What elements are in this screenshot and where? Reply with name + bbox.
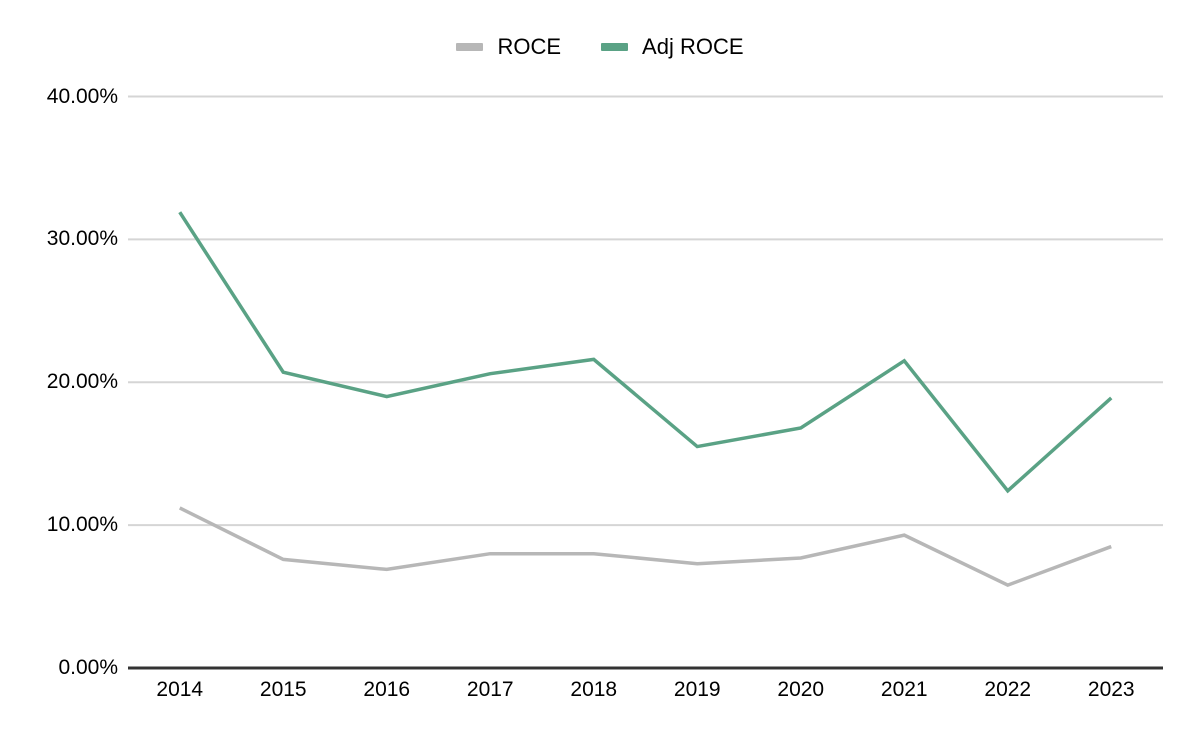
- x-axis-label: 2015: [259, 678, 307, 701]
- y-axis-tick-label: 0.00%: [58, 656, 118, 679]
- legend-item-adj-roce: Adj ROCE: [601, 34, 744, 60]
- legend-label-adj-roce: Adj ROCE: [642, 34, 744, 59]
- x-axis-label: 2022: [984, 678, 1032, 701]
- series-line-roce: [178, 506, 1112, 588]
- x-axis-label: 2017: [466, 678, 514, 701]
- chart-legend: ROCE Adj ROCE: [0, 34, 1200, 60]
- legend-item-roce: ROCE: [456, 34, 561, 60]
- y-axis-tick-label: 20.00%: [46, 370, 118, 394]
- x-axis-label: 2016: [363, 678, 411, 701]
- y-axis-tick-label: 30.00%: [46, 227, 118, 251]
- x-axis-label: 2019: [673, 678, 721, 701]
- series-line-adj-roce: [178, 211, 1113, 494]
- x-axis-label: 2020: [777, 678, 825, 701]
- x-axis-label: 2021: [880, 678, 928, 701]
- legend-label-roce: ROCE: [497, 34, 562, 59]
- x-axis-label: 2023: [1087, 678, 1135, 701]
- y-axis-tick-label: 40.00%: [46, 84, 118, 108]
- x-axis-label: 2014: [156, 678, 204, 701]
- legend-swatch-adj-roce: [601, 43, 629, 51]
- x-axis-label: 2018: [570, 678, 618, 701]
- legend-swatch-roce: [456, 43, 484, 51]
- y-axis-tick-label: 10.00%: [46, 513, 118, 537]
